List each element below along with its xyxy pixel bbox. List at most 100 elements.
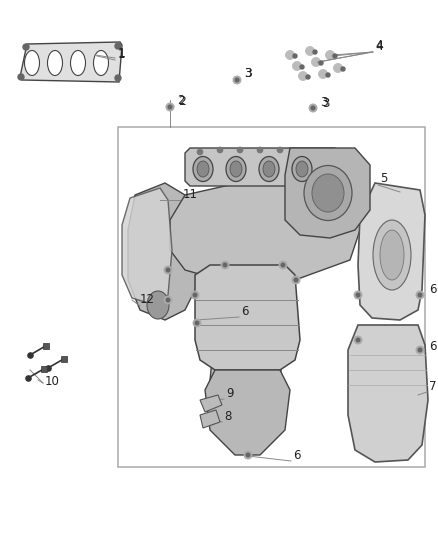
Ellipse shape: [193, 157, 213, 182]
Ellipse shape: [226, 157, 246, 182]
Circle shape: [191, 291, 199, 299]
Text: 3: 3: [320, 96, 328, 109]
Ellipse shape: [373, 220, 411, 290]
Circle shape: [115, 75, 121, 81]
Circle shape: [246, 453, 250, 457]
Circle shape: [235, 78, 239, 82]
Circle shape: [166, 268, 170, 272]
Text: 6: 6: [241, 305, 248, 318]
Circle shape: [354, 336, 362, 344]
Circle shape: [416, 291, 424, 299]
Circle shape: [318, 69, 328, 78]
Circle shape: [115, 43, 121, 49]
Circle shape: [299, 71, 307, 80]
Circle shape: [237, 147, 243, 153]
Circle shape: [341, 67, 345, 71]
Text: 12: 12: [140, 293, 155, 306]
Circle shape: [257, 147, 263, 153]
Circle shape: [279, 261, 287, 269]
Circle shape: [306, 75, 310, 79]
Circle shape: [221, 261, 229, 269]
Text: 8: 8: [224, 410, 231, 423]
Text: 7: 7: [429, 380, 437, 393]
Polygon shape: [200, 395, 222, 412]
Circle shape: [333, 54, 337, 58]
Text: 9: 9: [226, 387, 233, 400]
Ellipse shape: [93, 51, 109, 76]
Polygon shape: [205, 370, 290, 455]
Ellipse shape: [296, 161, 308, 177]
Circle shape: [305, 46, 314, 55]
Circle shape: [193, 319, 201, 327]
Ellipse shape: [259, 157, 279, 182]
Circle shape: [356, 293, 360, 297]
Circle shape: [326, 73, 330, 77]
Circle shape: [166, 103, 174, 111]
Ellipse shape: [304, 166, 352, 221]
Polygon shape: [195, 265, 300, 370]
Circle shape: [164, 296, 172, 304]
Text: 6: 6: [293, 449, 300, 462]
Circle shape: [286, 51, 294, 60]
Text: 4: 4: [375, 39, 382, 52]
Ellipse shape: [380, 230, 404, 280]
Circle shape: [277, 147, 283, 153]
Circle shape: [281, 263, 285, 267]
Polygon shape: [185, 148, 348, 186]
Polygon shape: [200, 410, 220, 428]
Circle shape: [195, 321, 199, 325]
Circle shape: [354, 291, 362, 299]
Circle shape: [293, 54, 297, 58]
Circle shape: [333, 63, 343, 72]
Ellipse shape: [312, 174, 344, 212]
Text: 4: 4: [375, 40, 383, 53]
Circle shape: [217, 147, 223, 153]
Polygon shape: [358, 183, 425, 320]
Text: 1: 1: [118, 47, 126, 60]
Ellipse shape: [230, 161, 242, 177]
Circle shape: [168, 105, 172, 109]
Text: 2: 2: [177, 94, 184, 107]
Circle shape: [197, 149, 203, 155]
Circle shape: [23, 44, 29, 50]
Text: 3: 3: [244, 67, 251, 80]
Circle shape: [313, 50, 317, 54]
Circle shape: [166, 298, 170, 302]
Circle shape: [244, 451, 252, 459]
Ellipse shape: [263, 161, 275, 177]
Polygon shape: [122, 188, 172, 305]
Text: 10: 10: [45, 375, 60, 388]
Text: 5: 5: [380, 172, 387, 185]
Polygon shape: [285, 148, 370, 238]
Circle shape: [300, 65, 304, 69]
Text: 3: 3: [244, 67, 252, 80]
Bar: [118, 127, 425, 467]
Text: 1: 1: [118, 48, 126, 61]
Circle shape: [311, 106, 315, 110]
Circle shape: [223, 263, 227, 267]
Polygon shape: [348, 325, 428, 462]
Circle shape: [418, 293, 422, 297]
Text: 11: 11: [183, 188, 198, 201]
Polygon shape: [128, 183, 200, 320]
Circle shape: [309, 104, 317, 112]
Text: 2: 2: [178, 95, 186, 108]
Text: 6: 6: [429, 340, 437, 353]
Ellipse shape: [197, 161, 209, 177]
Circle shape: [292, 276, 300, 284]
Circle shape: [164, 266, 172, 274]
Text: 3: 3: [322, 97, 329, 110]
Circle shape: [418, 348, 422, 352]
Ellipse shape: [71, 51, 85, 76]
Circle shape: [233, 76, 241, 84]
Ellipse shape: [147, 291, 169, 319]
Circle shape: [356, 338, 360, 342]
Polygon shape: [170, 160, 360, 430]
Circle shape: [325, 51, 335, 60]
Ellipse shape: [292, 157, 312, 182]
Text: 6: 6: [429, 283, 437, 296]
Circle shape: [294, 278, 298, 282]
Ellipse shape: [47, 51, 63, 76]
Circle shape: [416, 346, 424, 354]
Ellipse shape: [25, 51, 39, 76]
